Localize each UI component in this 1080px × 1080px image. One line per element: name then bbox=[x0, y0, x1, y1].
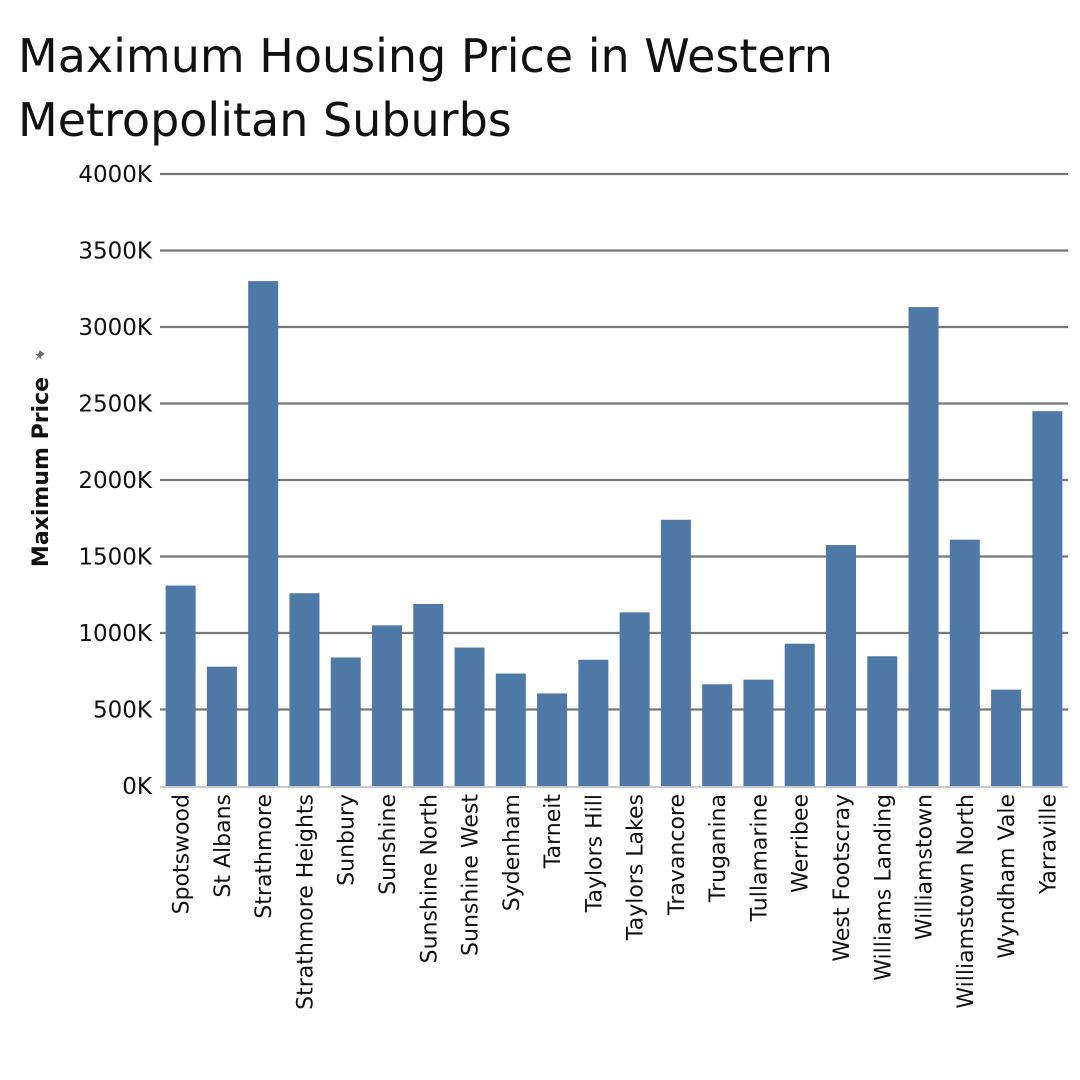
bar bbox=[702, 684, 733, 786]
x-category-label: Williamstown bbox=[913, 794, 938, 940]
pin-icon bbox=[35, 350, 45, 361]
x-category-label: Sunshine bbox=[376, 794, 401, 895]
y-tick-label: 0K bbox=[122, 774, 153, 800]
x-category-label: Sunshine North bbox=[417, 794, 442, 963]
x-category-label: Tarneit bbox=[541, 794, 566, 870]
y-tick-label: 1500K bbox=[78, 545, 153, 571]
y-axis-title-group: Maximum Price bbox=[29, 350, 54, 567]
x-category-label: Truganina bbox=[706, 794, 731, 903]
x-category-label: Williams Landing bbox=[871, 794, 896, 981]
x-category-label: Strathmore Heights bbox=[293, 794, 318, 1010]
x-category-label: West Footscray bbox=[830, 794, 855, 962]
bar bbox=[949, 539, 980, 786]
bar bbox=[372, 625, 402, 786]
x-category-label: Williamstown North bbox=[954, 794, 979, 1009]
bar bbox=[991, 689, 1022, 786]
bar bbox=[826, 545, 856, 786]
x-category-label: Sunshine West bbox=[459, 794, 484, 956]
y-tick-label: 4000K bbox=[78, 162, 153, 188]
bar bbox=[619, 612, 650, 786]
bar bbox=[289, 593, 320, 786]
y-tick-label: 3000K bbox=[78, 315, 153, 341]
y-tick-label: 1000K bbox=[78, 621, 153, 647]
bar bbox=[1032, 411, 1063, 786]
y-tick-label: 3500K bbox=[78, 239, 153, 265]
bar bbox=[454, 647, 485, 786]
chart-title: Maximum Housing Price in Western Metropo… bbox=[18, 29, 833, 147]
bar bbox=[495, 673, 526, 786]
x-category-label: Taylors Lakes bbox=[624, 794, 649, 941]
y-tick-label: 2000K bbox=[78, 468, 153, 494]
y-tick-label: 500K bbox=[93, 698, 153, 724]
x-category-label: Strathmore bbox=[252, 794, 277, 919]
x-category-label: Sunbury bbox=[335, 794, 360, 886]
y-axis-title: Maximum Price bbox=[29, 377, 54, 567]
x-category-label: Tullamarine bbox=[747, 794, 772, 922]
x-category-label: Travancore bbox=[665, 794, 690, 916]
x-category-label: Yarraville bbox=[1036, 794, 1061, 895]
bar bbox=[784, 643, 815, 786]
x-axis-labels: Spotswood St Albans Strathmore Strathmore H… bbox=[170, 794, 1062, 1010]
bar bbox=[248, 281, 279, 786]
bar bbox=[660, 519, 691, 786]
x-category-label: Werribee bbox=[789, 794, 814, 893]
y-tick-label: 2500K bbox=[78, 392, 153, 418]
bar bbox=[908, 307, 939, 786]
x-category-label: Wyndham Vale bbox=[995, 794, 1020, 959]
bar bbox=[578, 659, 609, 786]
bar bbox=[537, 693, 568, 786]
bar bbox=[330, 657, 361, 786]
x-category-label: Sydenham bbox=[500, 794, 525, 911]
bar bbox=[165, 585, 196, 786]
x-category-label: Taylors Hill bbox=[582, 794, 607, 913]
bar bbox=[206, 666, 237, 786]
x-category-label: Spotswood bbox=[170, 794, 195, 914]
bar bbox=[867, 656, 898, 786]
x-category-label: St Albans bbox=[211, 794, 236, 898]
bars bbox=[165, 281, 1063, 786]
bar bbox=[413, 603, 444, 786]
y-axis-ticks: 0K 500K 1000K 1500K 2000K 2500K 3000K 3500K 4000… bbox=[78, 162, 153, 800]
bar bbox=[743, 679, 774, 786]
